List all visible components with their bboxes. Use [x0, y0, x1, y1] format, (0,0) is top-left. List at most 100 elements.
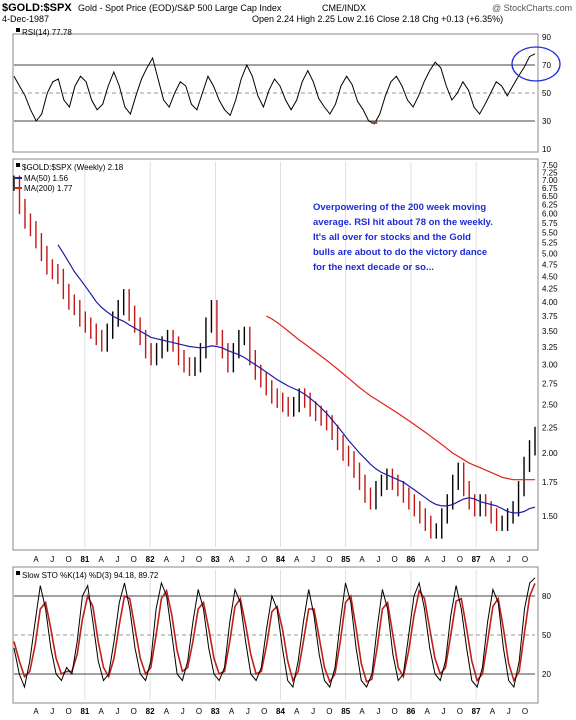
rsi-tick-label: 10 [542, 145, 551, 154]
ma200-line [266, 315, 535, 481]
x-tick-label: J [507, 555, 511, 564]
x-tick-label: O [65, 555, 71, 564]
x-tick-label: A [294, 707, 300, 716]
sto-tick-label: 80 [542, 592, 551, 601]
price-tick-label: 4.00 [542, 298, 558, 307]
x-tick-label: O [457, 707, 463, 716]
price-tick-label: 6.50 [542, 192, 558, 201]
x-tick-label: J [181, 707, 185, 716]
price-legend-marker [16, 163, 20, 167]
price-tick-label: 4.25 [542, 285, 558, 294]
price-tick-label: 7.50 [542, 161, 558, 170]
x-tick-label: O [391, 707, 397, 716]
x-tick-label: 85 [341, 555, 350, 564]
x-tick-label: A [99, 707, 105, 716]
x-axis-sto: A J O 81 A J O 82 A J O 83 A J O 84 A J O 85 A J O 86 A J O 87 A J O [33, 707, 528, 716]
x-tick-label: A [425, 555, 431, 564]
price-tick-label: 3.75 [542, 312, 558, 321]
price-bar-layer [13, 175, 536, 539]
price-tick-label: 3.25 [542, 343, 558, 352]
x-tick-label: O [261, 707, 267, 716]
rsi-oversold-shade [371, 121, 378, 124]
x-tick-label: O [457, 555, 463, 564]
price-tick-label: 4.75 [542, 260, 558, 269]
chart-symbol: $GOLD:$SPX [2, 2, 72, 14]
price-tick-label: 5.50 [542, 229, 558, 238]
sto-tick-label: 20 [542, 670, 551, 679]
x-tick-label: 81 [80, 707, 89, 716]
sto-legend-marker [16, 571, 20, 575]
x-tick-label: J [442, 707, 446, 716]
price-panel-frame [12, 158, 539, 551]
rsi-tick-label: 30 [542, 117, 551, 126]
x-tick-label: 84 [276, 707, 285, 716]
chart-description: Gold - Spot Price (EOD)/S&P 500 Large Ca… [78, 3, 282, 13]
x-tick-label: 87 [472, 707, 481, 716]
x-tick-label: O [196, 555, 202, 564]
price-tick-label: 1.75 [542, 478, 558, 487]
ma50-label: MA(50) 1.56 [24, 174, 69, 183]
price-tick-label: 3.50 [542, 327, 558, 336]
sto-d-line [13, 583, 536, 684]
x-tick-label: J [116, 707, 120, 716]
rsi-label: RSI(14) 77.78 [22, 28, 72, 37]
price-tick-label: 5.25 [542, 239, 558, 248]
x-tick-label: O [196, 707, 202, 716]
x-axis-price: A J O 81 A J O 82 A J O 83 A J O 84 A J O 85 A J O 86 A J O 87 A J O [33, 555, 528, 564]
x-tick-label: A [33, 555, 39, 564]
price-tick-label: 6.00 [542, 210, 558, 219]
price-tick-label: 2.00 [542, 449, 558, 458]
x-tick-label: J [50, 707, 54, 716]
price-tick-label: 1.50 [542, 512, 558, 521]
sto-k-line [13, 577, 536, 689]
price-tick-label: 4.50 [542, 272, 558, 281]
x-tick-label: O [391, 555, 397, 564]
x-tick-label: 82 [146, 707, 155, 716]
watermark: @ StockCharts.com [492, 3, 572, 13]
x-tick-label: 84 [276, 555, 285, 564]
sto-line-layer [13, 577, 536, 689]
x-tick-label: O [261, 555, 267, 564]
x-tick-label: A [33, 707, 39, 716]
x-tick-label: O [326, 555, 332, 564]
x-tick-label: 83 [211, 555, 220, 564]
ma50-line [57, 244, 536, 514]
price-tick-label: 6.25 [542, 201, 558, 210]
rsi-line-layer [13, 53, 536, 125]
x-tick-label: J [442, 555, 446, 564]
x-tick-label: J [507, 707, 511, 716]
rsi-tick-label: 50 [542, 89, 551, 98]
price-grid: 1.50 1.75 2.00 2.25 2.50 2.75 3.00 3.25 3.50 3.75… [84, 161, 558, 700]
x-tick-label: A [164, 707, 170, 716]
chart-annotation: Overpowering of the 200 week moving avera… [313, 202, 493, 273]
x-tick-label: J [311, 555, 315, 564]
price-tick-label: 5.00 [542, 249, 558, 258]
x-tick-label: A [99, 555, 105, 564]
x-tick-label: 82 [146, 555, 155, 564]
price-tick-label: 7.00 [542, 176, 558, 185]
x-tick-label: O [522, 707, 528, 716]
x-tick-label: J [246, 555, 250, 564]
x-tick-label: O [131, 707, 137, 716]
price-tick-label: 7.25 [542, 168, 558, 177]
rsi-series-line [13, 53, 536, 125]
x-tick-label: A [425, 707, 431, 716]
x-tick-label: J [376, 707, 380, 716]
x-tick-label: J [376, 555, 380, 564]
rsi-legend-marker [16, 28, 20, 32]
x-tick-label: 85 [341, 707, 350, 716]
rsi-tick-label: 70 [542, 61, 551, 70]
x-tick-label: A [490, 707, 496, 716]
rsi-panel-frame [12, 33, 539, 153]
sto-label: Slow STO %K(14) %D(3) 94.18, 89.72 [22, 571, 159, 580]
sto-panel-frame [12, 566, 539, 704]
sto-tick-label: 50 [542, 631, 551, 640]
price-tick-label: 2.25 [542, 423, 558, 432]
x-tick-label: A [164, 555, 170, 564]
price-label: $GOLD:$SPX (Weekly) 2.18 [22, 163, 124, 172]
x-tick-label: 81 [80, 555, 89, 564]
chart-exchange: CME/INDX [322, 3, 366, 13]
x-tick-label: J [246, 707, 250, 716]
price-tick-label: 3.00 [542, 361, 558, 370]
